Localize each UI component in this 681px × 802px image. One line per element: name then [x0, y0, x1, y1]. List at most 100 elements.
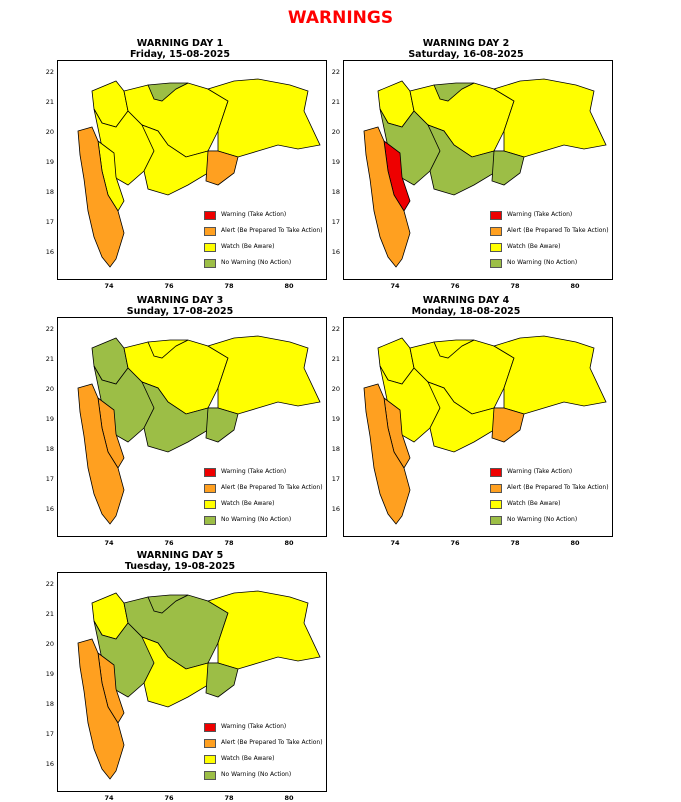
legend-swatch [204, 259, 216, 268]
zone-green-belt [147, 339, 189, 359]
zone-east-marathwada [491, 150, 525, 186]
x-tick-label: 80 [284, 794, 294, 802]
legend-label: No Warning (No Action) [507, 516, 578, 523]
panel-title: WARNING DAY 3 Sunday, 17-08-2025 [30, 295, 330, 317]
x-tick-label: 78 [224, 794, 234, 802]
legend-item: No Warning (No Action) [204, 514, 324, 530]
legend-swatch [204, 211, 216, 220]
legend-swatch [204, 500, 216, 509]
zone-green-belt [433, 339, 475, 359]
legend-label: Alert (Be Prepared To Take Action) [221, 739, 323, 746]
legend-item: Alert (Be Prepared To Take Action) [204, 482, 324, 498]
x-tick-label: 80 [284, 539, 294, 547]
legend-item: No Warning (No Action) [204, 769, 324, 785]
legend-swatch [204, 243, 216, 252]
panel-title: WARNING DAY 1 Friday, 15-08-2025 [30, 38, 330, 60]
warning-panel-day-4: WARNING DAY 4 Monday, 18-08-2025 Warning (… [316, 295, 616, 547]
y-tick-label: 19 [45, 670, 54, 678]
map-frame: Warning (Take Action) Alert (Be Prepared … [343, 317, 613, 537]
legend-label: Warning (Take Action) [221, 723, 287, 730]
panel-date: Sunday, 17-08-2025 [126, 306, 234, 317]
legend-item: Watch (Be Aware) [204, 753, 324, 769]
panel-heading: WARNING DAY 5 [136, 550, 224, 561]
map-legend: Warning (Take Action) Alert (Be Prepared … [490, 209, 610, 273]
legend-item: Alert (Be Prepared To Take Action) [204, 225, 324, 241]
panel-title: WARNING DAY 2 Saturday, 16-08-2025 [316, 38, 616, 60]
zone-konkan [77, 638, 125, 780]
map-legend: Warning (Take Action) Alert (Be Prepared … [204, 721, 324, 785]
legend-item: Watch (Be Aware) [490, 498, 610, 514]
legend-label: Warning (Take Action) [507, 468, 573, 475]
x-tick-label: 76 [450, 539, 460, 547]
legend-item: No Warning (No Action) [490, 257, 610, 273]
legend-item: Watch (Be Aware) [204, 498, 324, 514]
x-tick-label: 74 [390, 539, 400, 547]
legend-swatch [204, 227, 216, 236]
y-tick-label: 21 [331, 98, 340, 106]
panel-date: Saturday, 16-08-2025 [408, 49, 524, 60]
legend-label: Watch (Be Aware) [507, 500, 561, 507]
panel-date: Monday, 18-08-2025 [411, 306, 521, 317]
panel-heading: WARNING DAY 1 [136, 38, 224, 49]
zone-vidarbha-e [207, 335, 321, 415]
legend-item: Warning (Take Action) [490, 466, 610, 482]
legend-label: No Warning (No Action) [221, 516, 292, 523]
y-tick-label: 16 [331, 505, 340, 513]
zone-east-marathwada [205, 150, 239, 186]
legend-label: No Warning (No Action) [221, 771, 292, 778]
legend-swatch [204, 723, 216, 732]
state-map [77, 78, 321, 268]
zone-vidarbha-e [207, 590, 321, 670]
y-tick-label: 22 [45, 325, 54, 333]
legend-swatch [204, 468, 216, 477]
y-tick-label: 20 [45, 128, 54, 136]
panel-date: Tuesday, 19-08-2025 [124, 561, 236, 572]
y-tick-label: 19 [45, 158, 54, 166]
y-tick-label: 16 [45, 505, 54, 513]
legend-label: Watch (Be Aware) [221, 500, 275, 507]
state-map [363, 335, 607, 525]
state-map [77, 335, 321, 525]
legend-label: Watch (Be Aware) [221, 755, 275, 762]
legend-item: Warning (Take Action) [204, 721, 324, 737]
legend-item: Alert (Be Prepared To Take Action) [490, 482, 610, 498]
zone-konkan [77, 126, 125, 268]
panel-heading: WARNING DAY 3 [136, 295, 224, 306]
legend-label: No Warning (No Action) [221, 259, 292, 266]
legend-item: No Warning (No Action) [490, 514, 610, 530]
legend-swatch [490, 516, 502, 525]
panel-title: WARNING DAY 4 Monday, 18-08-2025 [316, 295, 616, 317]
y-tick-label: 16 [331, 248, 340, 256]
x-tick-label: 78 [510, 282, 520, 290]
y-tick-label: 19 [331, 158, 340, 166]
warning-panel-day-5: WARNING DAY 5 Tuesday, 19-08-2025 Warning … [30, 550, 330, 802]
panel-title: WARNING DAY 5 Tuesday, 19-08-2025 [30, 550, 330, 572]
x-tick-label: 80 [570, 282, 580, 290]
legend-swatch [490, 211, 502, 220]
y-tick-label: 16 [45, 248, 54, 256]
state-map [77, 590, 321, 780]
legend-swatch [204, 755, 216, 764]
page-title: WARNINGS [287, 8, 394, 28]
legend-swatch [204, 771, 216, 780]
x-tick-label: 78 [510, 539, 520, 547]
y-tick-label: 16 [45, 760, 54, 768]
x-tick-label: 78 [224, 282, 234, 290]
map-frame: Warning (Take Action) Alert (Be Prepared … [57, 60, 327, 280]
y-tick-label: 21 [45, 98, 54, 106]
legend-item: Alert (Be Prepared To Take Action) [204, 737, 324, 753]
x-tick-label: 74 [104, 282, 114, 290]
y-tick-label: 21 [45, 610, 54, 618]
legend-swatch [490, 259, 502, 268]
x-tick-label: 80 [284, 282, 294, 290]
legend-item: No Warning (No Action) [204, 257, 324, 273]
legend-item: Alert (Be Prepared To Take Action) [490, 225, 610, 241]
legend-swatch [490, 243, 502, 252]
legend-swatch [490, 484, 502, 493]
x-tick-label: 76 [164, 539, 174, 547]
legend-label: No Warning (No Action) [507, 259, 578, 266]
x-tick-label: 74 [104, 794, 114, 802]
x-tick-label: 78 [224, 539, 234, 547]
legend-label: Warning (Take Action) [507, 211, 573, 218]
y-tick-label: 19 [45, 415, 54, 423]
